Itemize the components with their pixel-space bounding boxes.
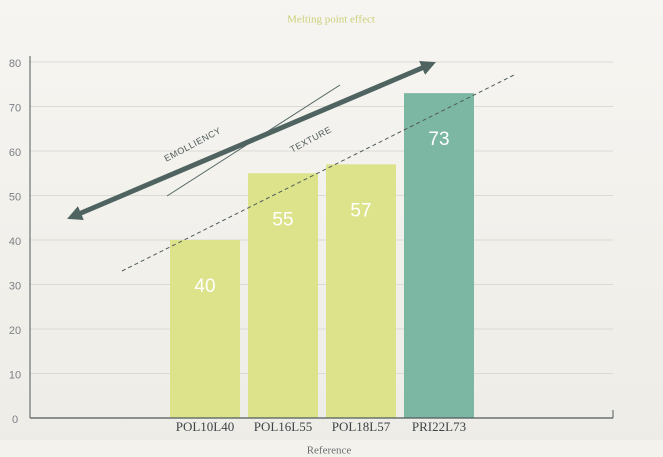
y-tick-label: 40: [9, 236, 21, 248]
y-tick-label: 60: [9, 147, 21, 159]
value-label: 55: [272, 209, 293, 230]
y-tick-label: 70: [9, 102, 21, 114]
chart-title: Melting point effect: [287, 14, 375, 26]
y-tick-label: 30: [9, 280, 21, 292]
y-tick-label: 20: [9, 325, 21, 337]
y-tick-label: 80: [9, 58, 21, 70]
value-label: 40: [194, 276, 215, 297]
x-tick-label: PRI22L73: [412, 419, 466, 434]
x-tick-label: POL16L55: [254, 419, 313, 434]
y-tick-label: 10: [9, 369, 21, 381]
y-tick-label: 50: [9, 191, 21, 203]
value-label: 57: [350, 200, 371, 221]
emolliency-arrow: [67, 61, 436, 220]
footer-strip: [0, 440, 663, 457]
x-axis-label: Reference: [307, 445, 352, 457]
x-tick-label: POL18L57: [332, 419, 391, 434]
x-tick-label: POL10L40: [176, 419, 235, 434]
texture-line: [166, 84, 341, 197]
y-tick-label: 0: [12, 414, 18, 426]
value-label: 73: [428, 129, 449, 150]
bar: [170, 240, 240, 418]
